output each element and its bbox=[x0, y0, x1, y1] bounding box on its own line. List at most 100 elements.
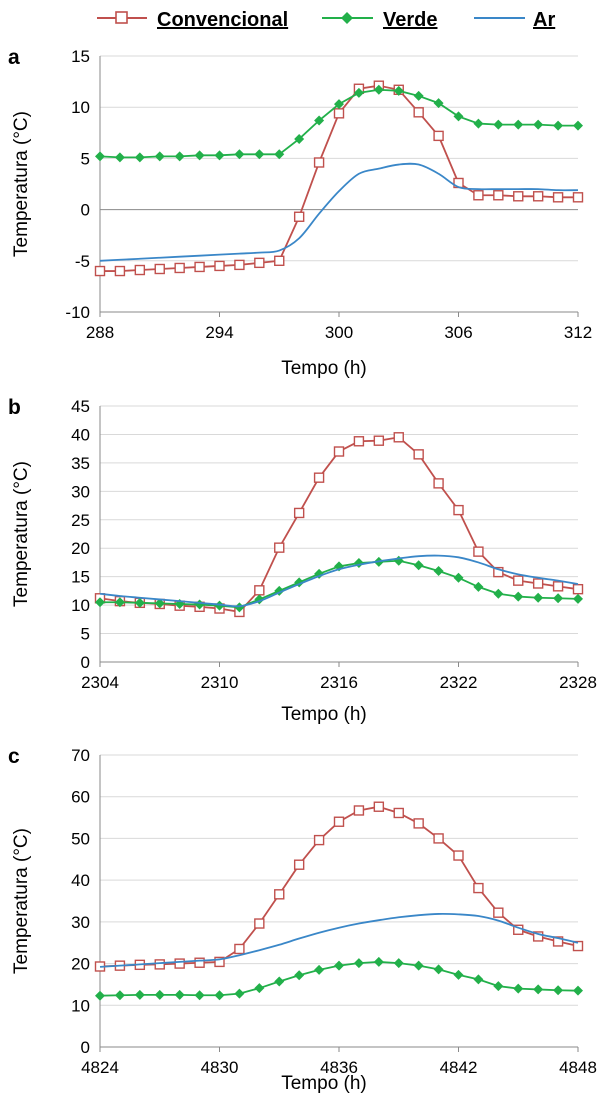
data-point-convencional bbox=[413, 107, 424, 118]
data-point-convencional bbox=[353, 436, 365, 447]
y-tick-label: 20 bbox=[71, 955, 90, 974]
series-line-ar bbox=[99, 554, 579, 608]
data-point-verde bbox=[194, 990, 205, 1001]
series-line-convencional bbox=[99, 805, 579, 968]
data-point-convencional bbox=[453, 504, 464, 516]
series-line-ar bbox=[99, 912, 579, 968]
data-point-verde bbox=[573, 593, 583, 604]
data-point-convencional bbox=[572, 192, 584, 203]
data-point-verde bbox=[154, 598, 165, 609]
y-axis-title: Temperatura (°C) bbox=[11, 461, 32, 607]
data-point-convencional bbox=[552, 192, 564, 203]
data-point-verde bbox=[413, 960, 424, 971]
series-ar bbox=[99, 162, 579, 262]
y-tick-label: 30 bbox=[71, 913, 90, 932]
y-axis-title: Temperatura (°C) bbox=[11, 111, 32, 257]
y-tick-label: -10 bbox=[65, 303, 90, 322]
x-tick-label: 4836 bbox=[320, 1058, 358, 1077]
data-point-convencional bbox=[353, 805, 365, 816]
legend: Convencional Verde Ar bbox=[97, 9, 555, 31]
x-tick-label: 4830 bbox=[201, 1058, 239, 1077]
data-point-convencional bbox=[313, 472, 325, 483]
data-point-verde bbox=[134, 152, 145, 163]
data-point-convencional bbox=[473, 546, 484, 557]
y-tick-label: 15 bbox=[71, 47, 90, 66]
data-point-convencional bbox=[313, 834, 325, 846]
data-point-verde bbox=[334, 960, 344, 971]
x-axis-title: Tempo (h) bbox=[281, 704, 367, 725]
data-point-convencional bbox=[274, 255, 285, 267]
y-tick-label: 35 bbox=[71, 454, 90, 473]
data-point-verde bbox=[95, 151, 105, 162]
data-point-verde bbox=[334, 99, 344, 110]
data-point-verde bbox=[353, 558, 364, 569]
data-point-convencional bbox=[234, 259, 245, 271]
series-line-convencional bbox=[99, 436, 579, 613]
data-point-verde bbox=[553, 593, 564, 604]
data-point-verde bbox=[433, 98, 444, 109]
data-point-convencional bbox=[572, 940, 584, 952]
data-point-verde bbox=[473, 581, 484, 592]
data-point-verde bbox=[433, 565, 444, 576]
data-point-verde bbox=[154, 151, 165, 162]
data-point-verde bbox=[174, 989, 185, 1000]
data-point-convencional bbox=[154, 959, 165, 970]
data-point-convencional bbox=[552, 581, 564, 592]
data-point-verde bbox=[533, 592, 544, 603]
data-point-verde bbox=[513, 591, 524, 602]
data-point-convencional bbox=[552, 936, 564, 947]
y-tick-label: 15 bbox=[71, 568, 90, 587]
data-point-convencional bbox=[493, 190, 504, 201]
data-point-convencional bbox=[373, 435, 385, 446]
series-verde bbox=[95, 84, 583, 163]
data-point-verde bbox=[473, 118, 484, 129]
data-point-verde bbox=[353, 958, 364, 969]
data-point-convencional bbox=[513, 191, 524, 202]
x-tick-label: 2304 bbox=[81, 673, 119, 692]
y-tick-label: -5 bbox=[75, 252, 90, 271]
data-point-convencional bbox=[373, 801, 385, 812]
data-point-verde bbox=[234, 149, 245, 160]
data-point-convencional bbox=[513, 575, 524, 586]
data-point-verde bbox=[134, 989, 145, 1000]
data-point-verde bbox=[453, 111, 464, 122]
x-tick-label: 300 bbox=[325, 323, 353, 342]
data-point-convencional bbox=[134, 264, 146, 276]
data-point-convencional bbox=[532, 931, 544, 942]
x-tick-label: 288 bbox=[86, 323, 114, 342]
y-tick-label: 0 bbox=[81, 1038, 90, 1057]
series-verde bbox=[95, 956, 583, 1001]
data-point-convencional bbox=[413, 449, 424, 460]
data-point-verde bbox=[234, 988, 245, 999]
legend-marker-convencional bbox=[115, 11, 128, 24]
series-ar bbox=[99, 912, 579, 968]
data-point-verde bbox=[473, 974, 484, 985]
y-tick-label: 45 bbox=[71, 397, 90, 416]
data-point-verde bbox=[573, 120, 583, 131]
data-point-verde bbox=[234, 602, 245, 613]
data-point-verde bbox=[493, 588, 504, 599]
data-point-convencional bbox=[214, 260, 225, 272]
data-point-verde bbox=[95, 597, 105, 608]
data-point-convencional bbox=[313, 157, 325, 168]
y-tick-label: 0 bbox=[81, 201, 90, 220]
legend-label-verde: Verde bbox=[383, 9, 437, 31]
y-tick-label: 50 bbox=[71, 829, 90, 848]
data-point-convencional bbox=[274, 542, 285, 553]
series-convencional bbox=[94, 801, 584, 972]
y-axis-title: Temperatura (°C) bbox=[11, 828, 32, 974]
data-point-convencional bbox=[254, 585, 265, 596]
y-tick-label: 40 bbox=[71, 425, 90, 444]
data-point-convencional bbox=[333, 446, 345, 457]
data-point-convencional bbox=[393, 807, 404, 819]
data-point-verde bbox=[353, 87, 364, 98]
x-tick-label: 4824 bbox=[81, 1058, 119, 1077]
data-point-convencional bbox=[473, 190, 484, 201]
data-point-verde bbox=[573, 985, 583, 996]
data-point-verde bbox=[373, 956, 384, 967]
data-point-convencional bbox=[493, 566, 504, 578]
y-tick-label: 0 bbox=[81, 653, 90, 672]
data-point-convencional bbox=[393, 432, 404, 443]
data-point-verde bbox=[114, 597, 125, 608]
